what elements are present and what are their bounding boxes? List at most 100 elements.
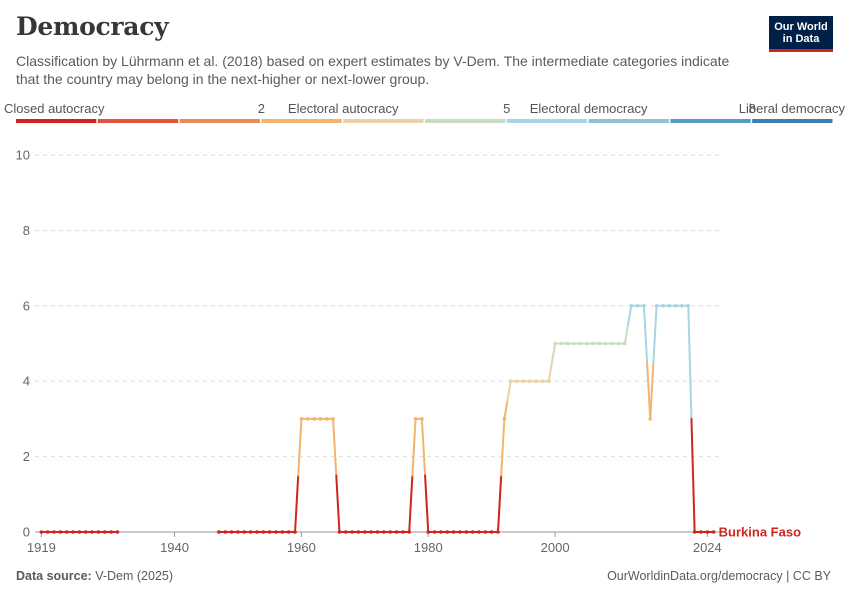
series-line-segment: [297, 417, 303, 477]
data-point: [363, 530, 367, 534]
x-tick-label-1980: 1980: [414, 540, 443, 555]
series-line-segment: [411, 417, 417, 477]
data-point: [39, 530, 44, 534]
data-point: [451, 530, 456, 534]
data-point: [534, 379, 538, 384]
data-point: [502, 417, 507, 421]
series-line-segment: [623, 323, 630, 345]
y-tick-label-8: 8: [23, 223, 30, 238]
series-line-segment: [547, 361, 553, 383]
legend-color-segment-6: [506, 119, 588, 123]
owid-logo[interactable]: Our World in Data: [769, 16, 833, 52]
data-point: [280, 530, 285, 534]
data-point: [426, 530, 431, 534]
legend-label-1: 2: [258, 101, 265, 116]
data-point: [375, 530, 380, 534]
series-line-segment: [687, 304, 693, 420]
data-point: [464, 530, 469, 534]
x-tick-label-1940: 1940: [160, 540, 189, 555]
logo-line-1: Our World: [774, 21, 828, 33]
chart-subtitle: Classification by Lührmann et al. (2018)…: [16, 53, 730, 87]
data-point: [356, 530, 361, 534]
x-tick-label-2024: 2024: [693, 540, 722, 555]
legend-label-5: 8: [749, 101, 756, 116]
data-point: [432, 530, 437, 534]
legend-label-2: Electoral autocracy: [288, 101, 399, 116]
series-line-segment: [642, 304, 649, 364]
data-point: [483, 530, 488, 534]
data-point: [45, 530, 50, 534]
legend-label-3: 5: [503, 101, 510, 116]
data-point: [496, 530, 500, 534]
series-line-segment: [503, 399, 509, 420]
series-line-segment: [506, 380, 512, 402]
series-burkina-faso: Burkina Faso: [39, 304, 801, 540]
data-point: [699, 530, 703, 534]
data-point: [83, 530, 88, 534]
data-point: [58, 530, 63, 534]
series-line-segment: [627, 304, 633, 326]
data-point: [217, 530, 221, 534]
data-point: [686, 304, 691, 308]
legend-color-segment-8: [670, 119, 751, 123]
data-point: [267, 530, 272, 534]
data-point: [261, 530, 266, 534]
data-point: [331, 417, 335, 421]
chart-title: Democracy: [16, 12, 169, 41]
series-line-segment: [652, 304, 658, 364]
y-tick-label-10: 10: [16, 148, 30, 163]
legend-color-segment-4: [343, 119, 424, 123]
data-point: [274, 530, 278, 534]
legend-color-segment-7: [588, 119, 669, 123]
series-label-0: Burkina Faso: [719, 525, 801, 540]
data-point: [401, 530, 405, 534]
data-point: [559, 341, 564, 346]
legend-color-segment-2: [179, 119, 260, 123]
data-point: [299, 417, 304, 421]
data-point: [673, 304, 678, 308]
data-point: [623, 341, 627, 346]
data-point: [540, 379, 545, 384]
footer-url[interactable]: OurWorldinData.org/democracy | CC BY: [607, 569, 831, 583]
legend-color-segment-0: [16, 119, 97, 123]
data-point: [52, 530, 56, 534]
data-point: [692, 530, 697, 534]
data-point: [343, 530, 348, 534]
legend-label-0: Closed autocracy: [4, 101, 105, 116]
data-point: [477, 530, 481, 534]
data-point: [470, 530, 475, 534]
series-line-segment: [424, 474, 430, 533]
data-point: [248, 530, 253, 534]
data-source-value[interactable]: V-Dem (2025): [95, 569, 174, 583]
data-point: [527, 379, 532, 384]
series-line-segment: [690, 417, 696, 533]
data-point: [572, 341, 576, 346]
legend-color-segment-5: [425, 119, 506, 123]
data-point: [394, 530, 399, 534]
data-point: [413, 417, 418, 421]
x-tick-label-2000: 2000: [541, 540, 570, 555]
legend-label-4: Electoral democracy: [530, 101, 648, 116]
data-point: [242, 530, 247, 534]
data-point: [64, 530, 69, 534]
legend-color-segment-1: [97, 119, 179, 123]
data-point: [546, 379, 551, 384]
series-line-segment: [497, 474, 503, 533]
data-point: [616, 341, 621, 346]
series-line-segment: [420, 417, 427, 477]
data-point: [109, 530, 113, 534]
y-tick-label-0: 0: [23, 525, 30, 540]
data-point: [382, 530, 386, 534]
data-point: [667, 304, 672, 308]
data-point: [236, 530, 240, 534]
data-point: [565, 341, 570, 346]
data-point: [610, 341, 614, 346]
data-point: [115, 530, 120, 534]
y-tick-label-6: 6: [23, 298, 30, 313]
data-point: [439, 530, 443, 534]
data-point: [604, 341, 608, 346]
data-point: [318, 417, 323, 421]
data-point: [229, 530, 234, 534]
data-point: [223, 530, 228, 534]
